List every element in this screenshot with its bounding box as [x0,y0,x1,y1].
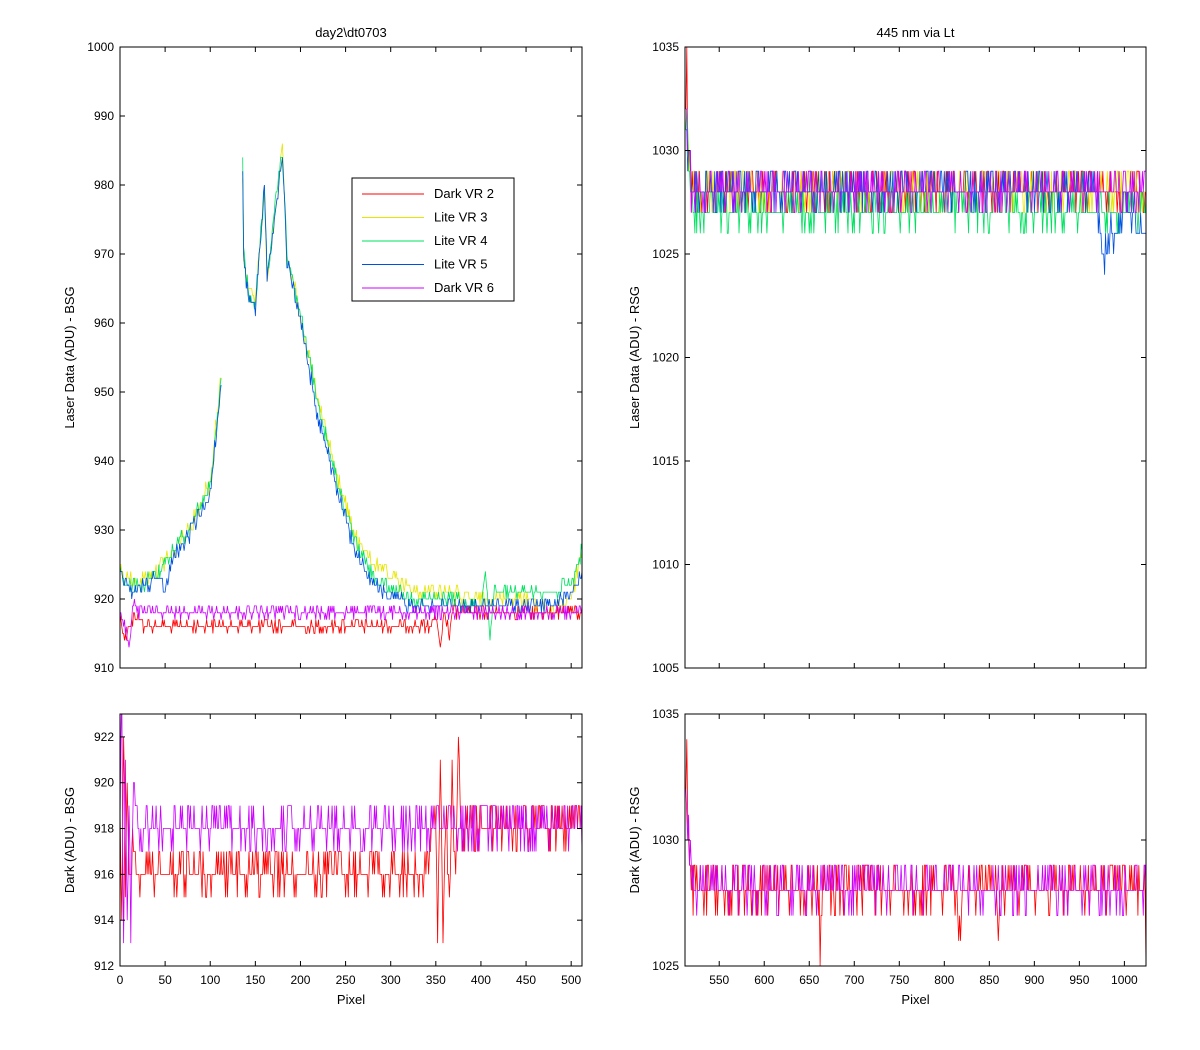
x-tick-label: 900 [1024,973,1044,987]
legend-entry-label: Lite VR 3 [434,210,487,225]
y-tick-label: 922 [94,730,114,744]
y-tick-label: 1015 [652,454,679,468]
y-tick-label: 920 [94,776,114,790]
plot-area [120,47,582,668]
legend-entry-label: Lite VR 4 [434,233,487,248]
x-tick-label: 300 [381,973,401,987]
x-tick-label: 0 [117,973,124,987]
y-tick-label: 1035 [652,707,679,721]
y-tick-label: 1035 [652,40,679,54]
y-axis-label: Dark (ADU) - RSG [627,787,642,894]
series-line-dark-vr-2 [120,598,582,648]
series-line-dark-vr-6 [120,714,582,944]
x-tick-label: 150 [245,973,265,987]
x-tick-label: 1000 [1111,973,1138,987]
y-tick-label: 1005 [652,661,679,675]
legend-box [351,177,515,302]
series-group [685,47,1146,275]
x-tick-label: 650 [799,973,819,987]
y-tick-label: 918 [94,822,114,836]
chart-title: 445 nm via Lt [876,25,954,40]
y-tick-label: 910 [94,661,114,675]
x-tick-label: 400 [471,973,491,987]
series-line-lite-vr-5 [120,157,582,614]
x-tick-label: 850 [979,973,999,987]
y-tick-label: 950 [94,385,114,399]
plot-area [685,714,1146,966]
y-axis-label: Dark (ADU) - BSG [62,787,77,893]
chart-title: day2\dt0703 [315,25,387,40]
y-tick-label: 960 [94,316,114,330]
series-group [120,714,582,944]
x-tick-label: 750 [889,973,909,987]
x-tick-label: 600 [754,973,774,987]
series-line-dark-vr-2 [685,739,1146,966]
plot-area [120,714,582,966]
y-tick-label: 916 [94,867,114,881]
series-line-dark-vr-6 [685,789,1146,916]
legend-entry-label: Dark VR 2 [434,186,494,201]
series-line-lite-vr-3 [685,109,1146,213]
y-axis-label: Laser Data (ADU) - BSG [62,286,77,428]
x-tick-label: 200 [290,973,310,987]
y-tick-label: 970 [94,247,114,261]
y-tick-label: 1030 [652,833,679,847]
x-tick-label: 100 [200,973,220,987]
plot-area [685,47,1146,668]
chart-bottom-right: 550 600 650 700 750 800 850 900 950 1000 1025 1030 1… [627,707,1147,1007]
chart-top-left: 910 920 930 940 950 960 970 980 990 1000 day2\dt07… [62,25,583,675]
legend-entry-label: Lite VR 5 [434,257,487,272]
x-axis-label: Pixel [337,992,365,1007]
series-group [120,143,582,648]
y-tick-label: 1020 [652,351,679,365]
x-tick-label: 800 [934,973,954,987]
y-tick-label: 1030 [652,144,679,158]
series-line-dark-vr-6 [685,108,1146,213]
chart-top-right: 1005 1010 1015 1020 1025 1030 1035 445 nm via L… [627,25,1147,675]
y-tick-label: 990 [94,109,114,123]
y-tick-label: 940 [94,454,114,468]
y-tick-label: 1025 [652,959,679,973]
legend: Dark VR 2 Lite VR 3 Lite VR 4 Lite VR 5 Dark… [351,177,515,302]
x-tick-label: 550 [709,973,729,987]
x-tick-label: 350 [426,973,446,987]
y-tick-label: 914 [94,913,114,927]
x-axis-label: Pixel [901,992,929,1007]
axes-frame [119,713,583,967]
x-tick-label: 250 [336,973,356,987]
legend-entry-label: Dark VR 6 [434,280,494,295]
x-tick-label: 500 [561,973,581,987]
y-tick-label: 980 [94,178,114,192]
y-tick-label: 1000 [87,40,114,54]
x-tick-label: 700 [844,973,864,987]
x-tick-label: 450 [516,973,536,987]
y-tick-label: 1010 [652,558,679,572]
y-tick-label: 912 [94,959,114,973]
x-tick-label: 950 [1069,973,1089,987]
y-tick-label: 1025 [652,247,679,261]
series-group [685,739,1146,966]
chart-bottom-left: 0 50 100 150 200 250 300 350 400 450 500 912 914 916 9… [62,713,583,1007]
x-tick-label: 50 [158,973,172,987]
series-line-dark-vr-6 [120,598,582,648]
y-tick-label: 930 [94,523,114,537]
y-tick-label: 920 [94,592,114,606]
axes-frame [119,46,583,669]
y-axis-label: Laser Data (ADU) - RSG [627,286,642,429]
